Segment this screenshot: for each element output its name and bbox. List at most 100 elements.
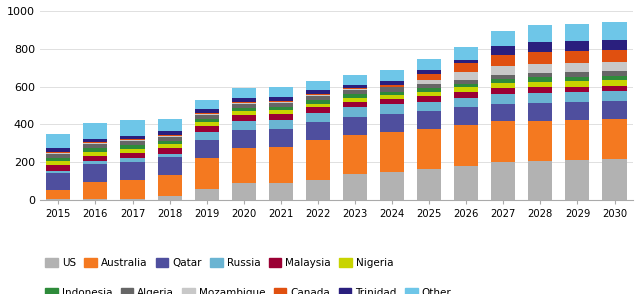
Bar (46, 154, 70, 158)
Bar (269, 110, 293, 114)
Bar (269, 107, 293, 110)
Bar (417, 111, 441, 129)
Bar (46, 134, 70, 148)
Bar (417, 129, 441, 169)
Bar (343, 117, 367, 135)
Bar (528, 64, 552, 73)
Bar (528, 103, 552, 121)
Bar (492, 75, 515, 79)
Bar (565, 41, 589, 51)
Bar (306, 95, 330, 96)
Bar (528, 88, 552, 93)
Bar (528, 25, 552, 42)
Bar (232, 130, 256, 148)
Bar (602, 40, 627, 50)
Bar (343, 174, 367, 200)
Bar (269, 183, 293, 200)
Bar (269, 101, 293, 102)
Bar (195, 119, 219, 122)
Bar (492, 55, 515, 66)
Bar (528, 42, 552, 51)
Bar (454, 80, 478, 84)
Bar (195, 113, 219, 114)
Bar (602, 50, 627, 62)
Bar (120, 162, 145, 180)
Bar (195, 114, 219, 115)
Bar (157, 148, 182, 154)
Bar (528, 77, 552, 82)
Bar (46, 171, 70, 173)
Bar (492, 88, 515, 94)
Bar (46, 158, 70, 161)
Bar (343, 75, 367, 85)
Bar (417, 96, 441, 102)
Bar (565, 72, 589, 76)
Bar (454, 84, 478, 88)
Bar (195, 188, 219, 200)
Bar (492, 83, 515, 88)
Bar (417, 92, 441, 96)
Bar (492, 94, 515, 103)
Bar (83, 164, 108, 182)
Bar (417, 80, 441, 84)
Bar (157, 136, 182, 137)
Bar (380, 95, 404, 99)
Bar (343, 89, 367, 90)
Bar (528, 161, 552, 200)
Bar (565, 86, 589, 92)
Bar (380, 132, 404, 172)
Bar (195, 141, 219, 158)
Bar (417, 59, 441, 70)
Bar (83, 148, 108, 152)
Bar (492, 66, 515, 75)
Bar (46, 148, 70, 152)
Bar (120, 199, 145, 200)
Bar (269, 120, 293, 129)
Bar (83, 156, 108, 161)
Bar (380, 104, 404, 114)
Bar (269, 147, 293, 183)
Bar (157, 137, 182, 141)
Bar (343, 94, 367, 98)
Bar (492, 79, 515, 83)
Bar (83, 142, 108, 143)
Bar (83, 123, 108, 138)
Bar (120, 146, 145, 149)
Bar (195, 122, 219, 126)
Bar (269, 129, 293, 147)
Bar (417, 74, 441, 80)
Bar (157, 135, 182, 136)
Bar (492, 103, 515, 121)
Bar (83, 144, 108, 148)
Bar (306, 81, 330, 90)
Bar (306, 122, 330, 141)
Bar (602, 159, 627, 200)
Bar (46, 165, 70, 171)
Bar (232, 148, 256, 183)
Bar (380, 88, 404, 92)
Bar (120, 120, 145, 136)
Bar (343, 88, 367, 89)
Bar (157, 141, 182, 144)
Bar (380, 99, 404, 104)
Bar (343, 98, 367, 102)
Bar (46, 191, 70, 199)
Bar (565, 24, 589, 41)
Bar (157, 175, 182, 196)
Bar (83, 182, 108, 199)
Bar (454, 64, 478, 72)
Bar (380, 71, 404, 81)
Bar (417, 169, 441, 200)
Bar (269, 102, 293, 103)
Bar (565, 102, 589, 120)
Bar (195, 109, 219, 113)
Bar (380, 92, 404, 95)
Bar (232, 98, 256, 102)
Bar (602, 22, 627, 40)
Bar (454, 107, 478, 125)
Bar (195, 132, 219, 141)
Bar (46, 161, 70, 165)
Bar (120, 158, 145, 162)
Bar (83, 152, 108, 156)
Bar (454, 92, 478, 98)
